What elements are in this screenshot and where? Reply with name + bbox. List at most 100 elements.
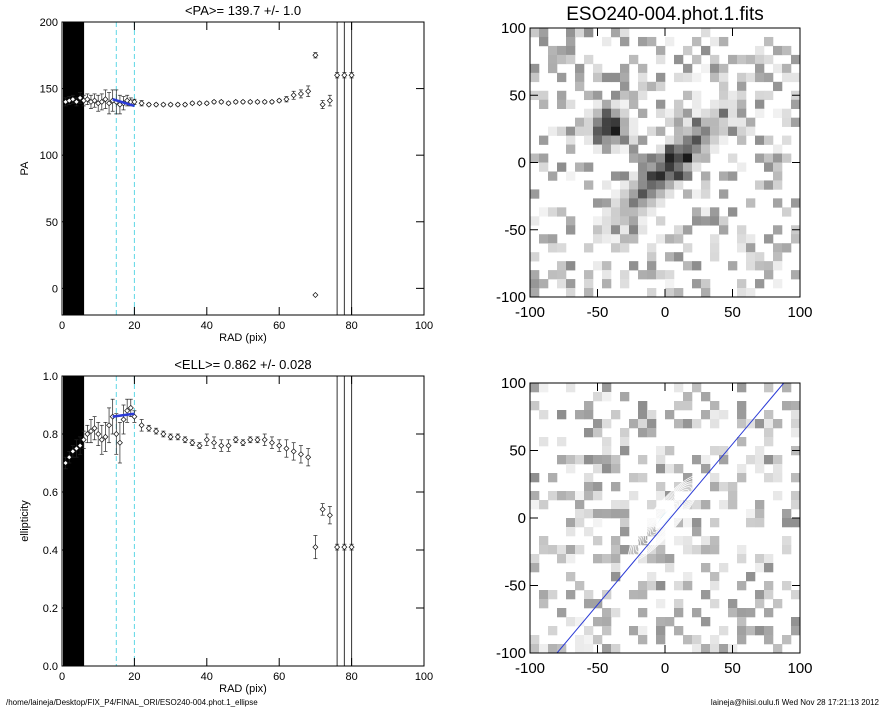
image-pixel [656, 635, 666, 645]
data-point [131, 413, 138, 420]
image-pixel [620, 180, 630, 190]
image-pixel [602, 180, 612, 190]
image-pixel [737, 383, 747, 393]
image-pixel [764, 554, 774, 564]
image-pixel [701, 189, 711, 199]
image-pixel [719, 90, 729, 101]
image-pixel [728, 491, 738, 501]
plot-0 [61, 21, 425, 316]
image-pixel [773, 153, 783, 163]
image-pixel [656, 72, 666, 83]
image-pixel [764, 590, 774, 600]
data-point [283, 96, 290, 103]
image-pixel [620, 225, 630, 235]
image-pixel [665, 171, 675, 181]
image-pixel [566, 464, 576, 474]
image-pixel [692, 153, 702, 163]
image-pixel [629, 189, 639, 199]
data-point [95, 431, 102, 437]
image-pixel [773, 144, 783, 154]
image-pixel [602, 126, 612, 136]
image-pixel [530, 72, 540, 83]
image-pixel [575, 644, 585, 654]
image-pixel [575, 518, 585, 528]
image-pixel [566, 288, 576, 298]
data-point [290, 448, 297, 455]
image-pixel [629, 225, 639, 235]
image-pixel [593, 126, 603, 136]
image-pixel [566, 617, 576, 627]
image-pixel [656, 162, 666, 172]
image-pixel [530, 279, 540, 289]
data-point [334, 72, 341, 79]
image-pixel [602, 216, 612, 226]
data-point [106, 100, 113, 107]
image-pixel [620, 189, 630, 199]
image-pixel [557, 410, 567, 420]
image-pixel [791, 500, 801, 510]
image-pixel [530, 270, 540, 280]
image-pixel [548, 45, 558, 56]
image-pixel [557, 437, 567, 447]
image-pixel [575, 28, 585, 38]
y-tick-label: 0.8 [43, 429, 58, 441]
data-point [69, 448, 76, 455]
image-pixel [737, 545, 747, 555]
image-pixel [764, 563, 774, 573]
y-axis-label: ellipticity [19, 500, 31, 542]
image-pixel [710, 108, 720, 118]
image-pixel [611, 608, 621, 618]
image-pixel [548, 626, 558, 636]
image-pixel [611, 189, 621, 199]
y-tick-label: 0.2 [43, 603, 58, 615]
image-pixel [791, 117, 801, 127]
data-point [247, 98, 254, 105]
data-point [66, 454, 73, 461]
image-pixel [773, 473, 783, 483]
image-pixel [665, 279, 675, 289]
image-pixel [773, 45, 783, 56]
image-pixel [683, 518, 693, 528]
image-pixel [701, 590, 711, 600]
data-point [232, 436, 239, 443]
image-pixel [530, 288, 540, 298]
image-pixel [710, 572, 720, 582]
image-pixel [719, 225, 729, 235]
x-tick-label: 50 [724, 660, 741, 677]
image-pixel [683, 572, 693, 582]
image-pixel [611, 243, 621, 253]
data-point [276, 442, 283, 449]
image-pixel [764, 626, 774, 636]
image-pixel [674, 126, 684, 136]
image-pixel [584, 162, 594, 172]
data-point [297, 451, 304, 458]
y-tick-label: 200 [40, 17, 58, 29]
image-pixel [593, 482, 603, 492]
image-pixel [584, 28, 594, 38]
image-pixel [566, 216, 576, 226]
image-pixel [611, 126, 621, 136]
image-pixel [665, 189, 675, 199]
isophote-contour [647, 497, 683, 539]
image-pixel [530, 153, 540, 163]
y-tick-label: -50 [504, 222, 526, 239]
image-pixel [692, 207, 702, 217]
image-pixel [656, 99, 666, 109]
image-pixel [638, 180, 648, 190]
image-pixel [656, 234, 666, 244]
image-pixel [737, 608, 747, 618]
image-pixel [746, 608, 756, 618]
image-pixel [548, 234, 558, 244]
image-pixel [620, 243, 630, 253]
image-pixel [593, 428, 603, 438]
image-pixel [656, 599, 666, 609]
image-pixel [593, 392, 603, 402]
image-pixel [746, 72, 756, 83]
image-pixel [656, 144, 666, 154]
image-pixel [602, 554, 612, 564]
image-pixel [674, 288, 684, 298]
image-pixel [584, 108, 594, 118]
image-pixel [755, 626, 765, 636]
image-pixel [647, 171, 657, 181]
data-point [261, 98, 268, 105]
